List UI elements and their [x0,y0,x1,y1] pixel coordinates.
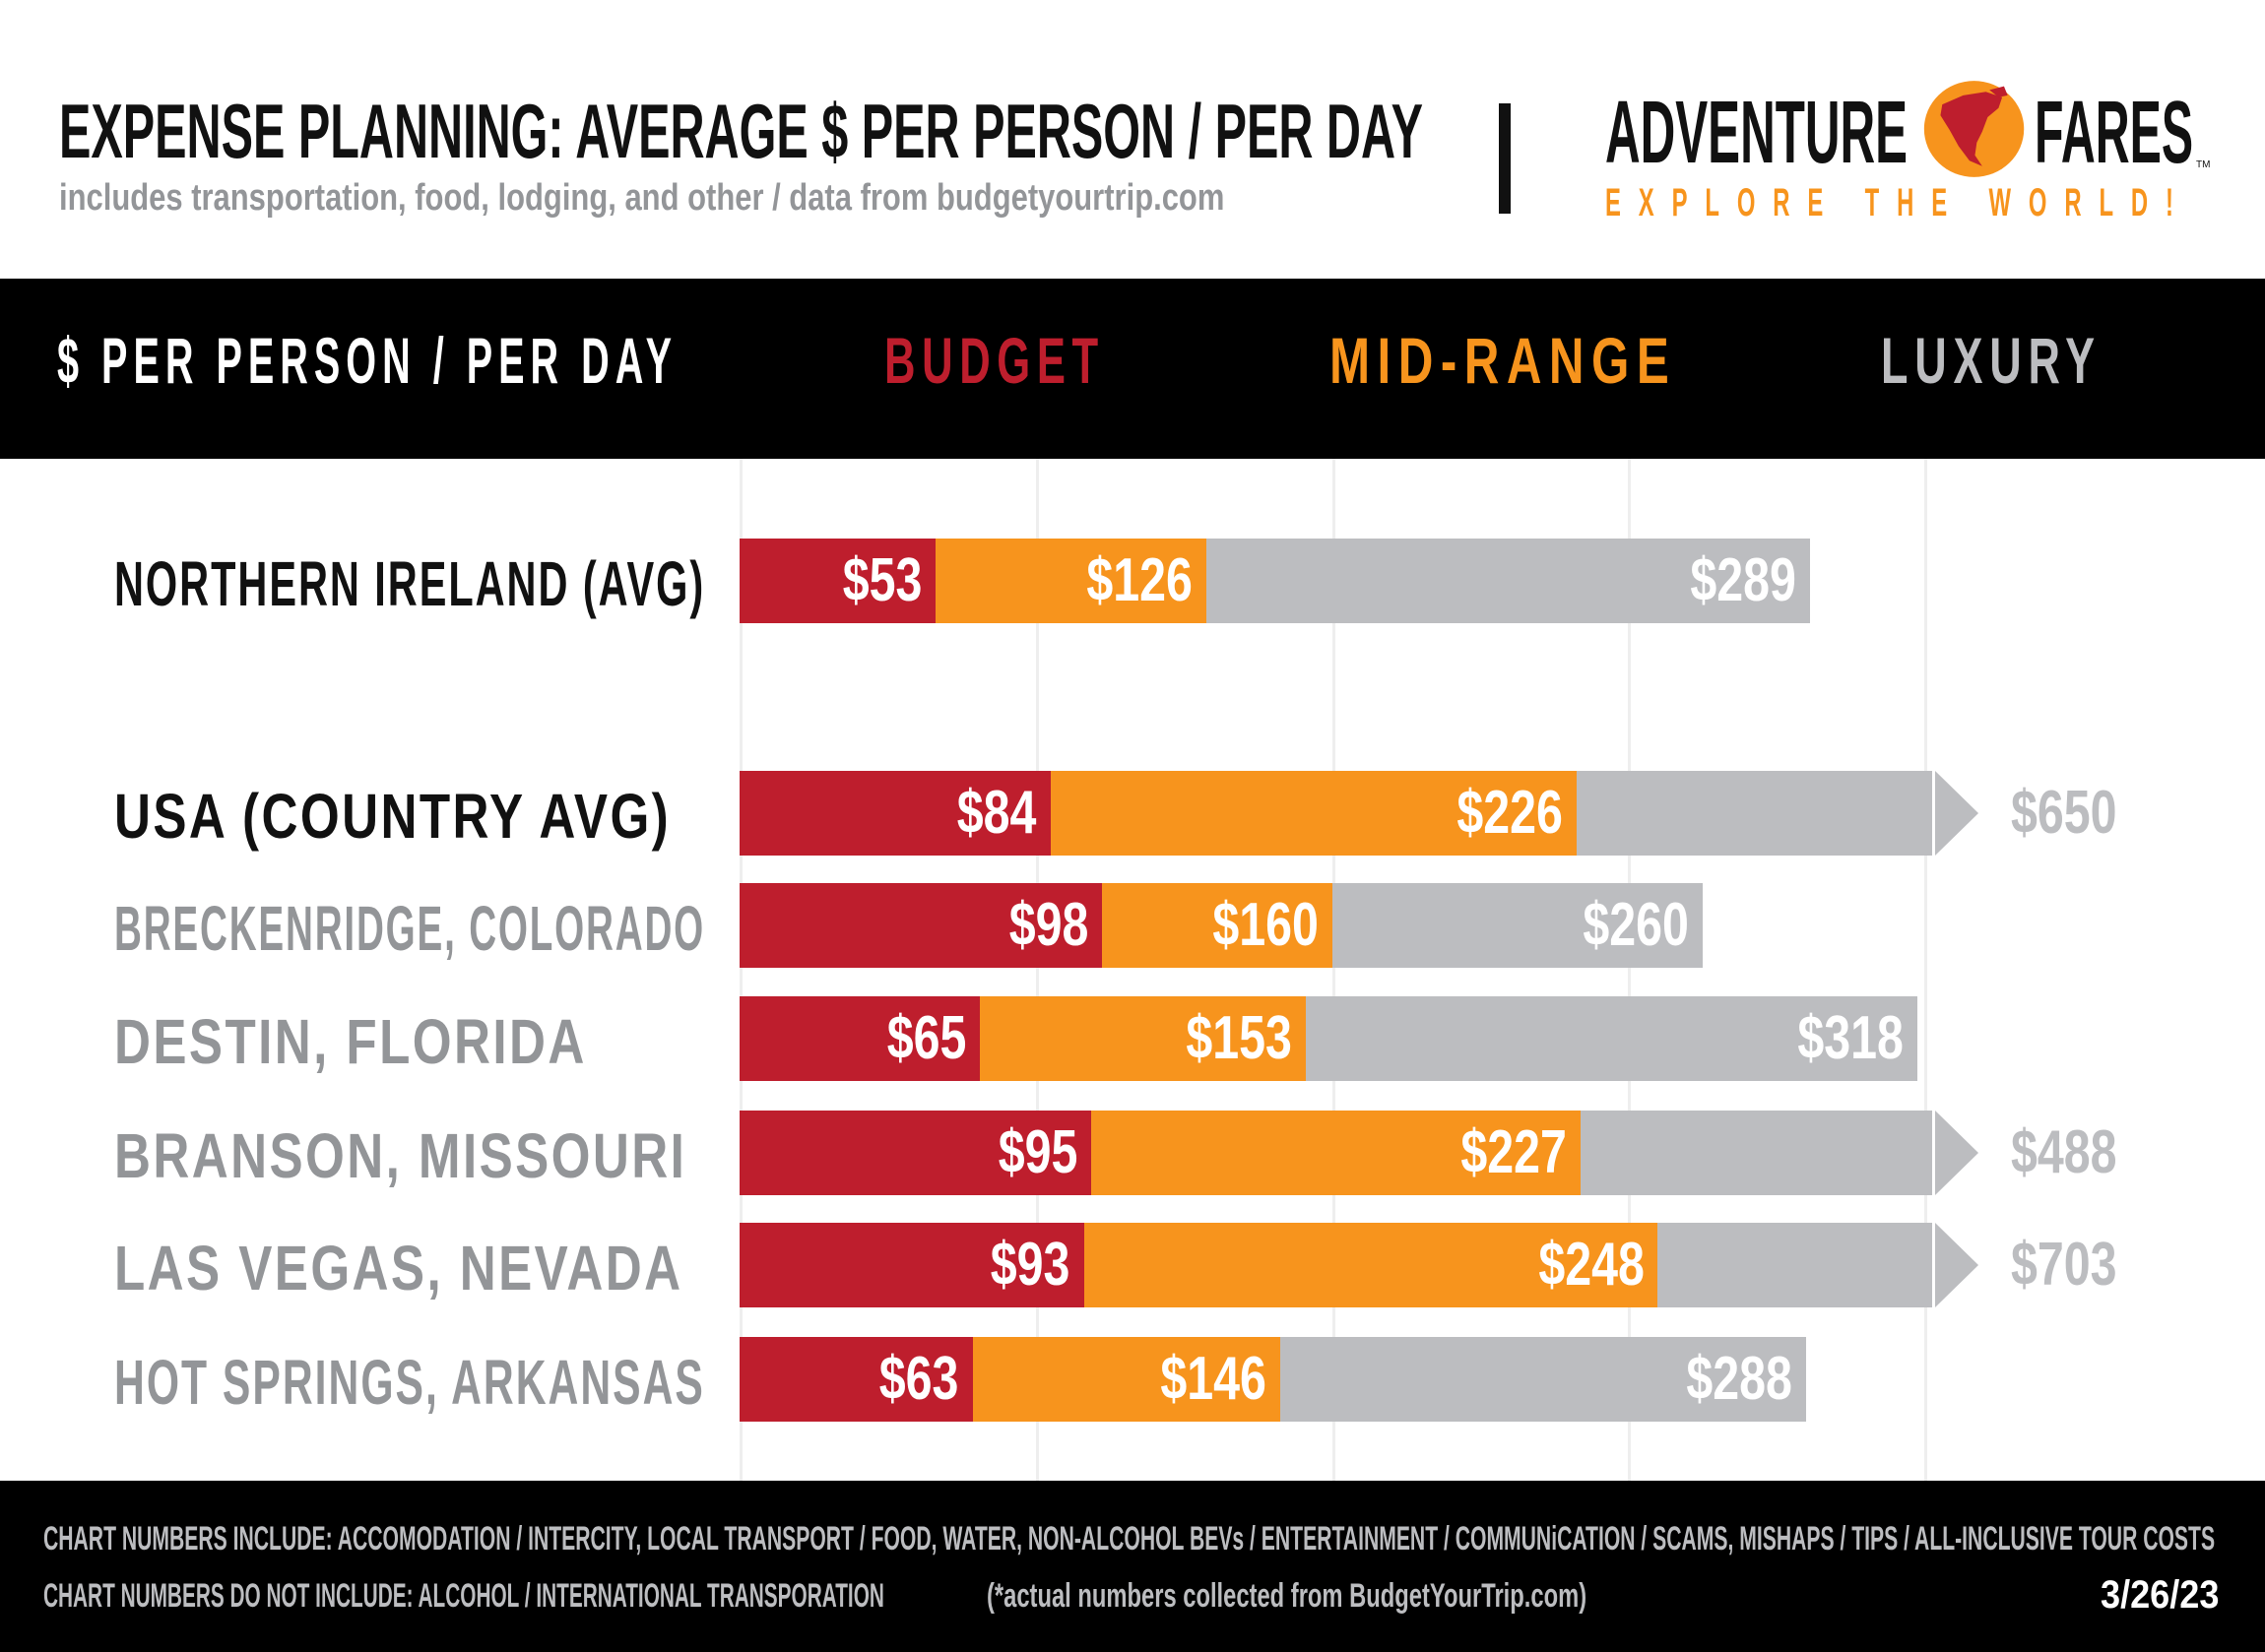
row-label: USA (COUNTRY AVG) [114,781,672,852]
row-label: HOT SPRINGS, ARKANSAS [114,1347,705,1418]
midrange-value-label: $227 [1459,1118,1567,1186]
budget-value-label: $53 [842,546,923,614]
globe-icon [1923,81,2025,177]
budget-value-label: $93 [990,1231,1070,1299]
midrange-value-label: $126 [1086,546,1193,614]
logo-word-fares: FARES [2035,84,2194,182]
budget-value-label: $63 [879,1345,959,1413]
bar-luxury: $289 [1205,539,1810,623]
legend-heading: $ PER PERSON / PER DAY [57,324,679,397]
legend-luxury: LUXURY [1881,324,2102,397]
bar-midrange: $248 [1083,1223,1658,1307]
logo-tagline: EXPLORE THE WORLD! [1605,181,2191,224]
chart-panel: NORTHERN IRELAND (AVG) $53 $126 $289 USA (CO… [39,459,2218,1481]
bar-midrange: $226 [1050,771,1577,856]
bar-midrange: $126 [936,539,1206,623]
bar-budget: $65 [740,996,981,1081]
row-label: BRANSON, MISSOURI [114,1120,687,1191]
row-label: LAS VEGAS, NEVADA [114,1233,683,1303]
header: EXPENSE PLANNING: AVERAGE $ PER PERSON /… [0,0,2265,279]
trademark: TM [2196,159,2211,170]
bar-luxury [1657,1223,1932,1307]
footer-excludes: CHART NUMBERS DO NOT INCLUDE: ALCOHOL / … [43,1577,884,1615]
legend-budget: BUDGET [884,324,1105,397]
luxury-value-label: $488 [2010,1118,2117,1186]
gridline [1628,459,1632,1481]
footer-date: 3/26/23 [2101,1573,2220,1617]
overflow-arrow-icon [1934,1223,1978,1307]
divider [1499,103,1511,214]
overflow-arrow-icon [1934,1111,1978,1195]
bar-budget: $95 [740,1111,1092,1195]
midrange-value-label: $146 [1160,1345,1266,1413]
budget-value-label: $65 [886,1004,967,1072]
midrange-value-label: $153 [1186,1004,1293,1072]
midrange-value-label: $248 [1537,1231,1645,1299]
midrange-value-label: $226 [1456,779,1563,847]
row-label: DESTIN, FLORIDA [114,1006,587,1077]
luxury-value-label: $703 [2010,1231,2117,1299]
bar-budget: $63 [740,1337,973,1422]
row-label: NORTHERN IRELAND (AVG) [114,548,706,619]
bar-midrange: $153 [980,996,1307,1081]
gridline [1924,459,1928,1481]
luxury-value-label: $289 [1690,546,1796,614]
bar-luxury [1580,1111,1932,1195]
bar-luxury: $288 [1279,1337,1806,1422]
bar-budget: $93 [740,1223,1084,1307]
luxury-value-label: $288 [1686,1345,1792,1413]
bar-budget: $84 [740,771,1051,856]
overflow-arrow-icon [1934,771,1978,856]
budget-value-label: $95 [998,1118,1078,1186]
bar-midrange: $160 [1102,883,1332,968]
bar-midrange: $227 [1091,1111,1581,1195]
legend-band: $ PER PERSON / PER DAY BUDGET MID-RANGE … [0,279,2265,459]
bar-luxury: $318 [1306,996,1917,1081]
adventure-fares-logo: ADVENTURE FARES TM [1595,69,2210,182]
row-label: BRECKENRIDGE, COLORADO [114,893,706,964]
footer-includes: CHART NUMBERS INCLUDE: ACCOMODATION / IN… [43,1520,2216,1557]
gridline [1331,459,1335,1481]
bar-midrange: $146 [972,1337,1280,1422]
page-title: EXPENSE PLANNING: AVERAGE $ PER PERSON /… [59,88,1423,174]
logo-word-adventure: ADVENTURE [1605,84,1909,182]
page-subtitle: includes transportation, food, lodging, … [59,177,1225,219]
bar-budget: $98 [740,883,1103,968]
footer-source: (*actual numbers collected from BudgetYo… [987,1577,1587,1615]
bar-luxury [1576,771,1932,856]
budget-value-label: $84 [957,779,1037,847]
midrange-value-label: $160 [1211,891,1319,959]
luxury-value-label: $260 [1583,891,1689,959]
footer: CHART NUMBERS INCLUDE: ACCOMODATION / IN… [0,1481,2265,1652]
legend-midrange: MID-RANGE [1329,324,1677,397]
luxury-value-label: $650 [2010,779,2117,847]
bar-luxury: $260 [1331,883,1703,968]
bar-budget: $53 [740,539,937,623]
gridline [740,459,743,1481]
gridline [1035,459,1039,1481]
luxury-value-label: $318 [1797,1004,1904,1072]
budget-value-label: $98 [1008,891,1089,959]
